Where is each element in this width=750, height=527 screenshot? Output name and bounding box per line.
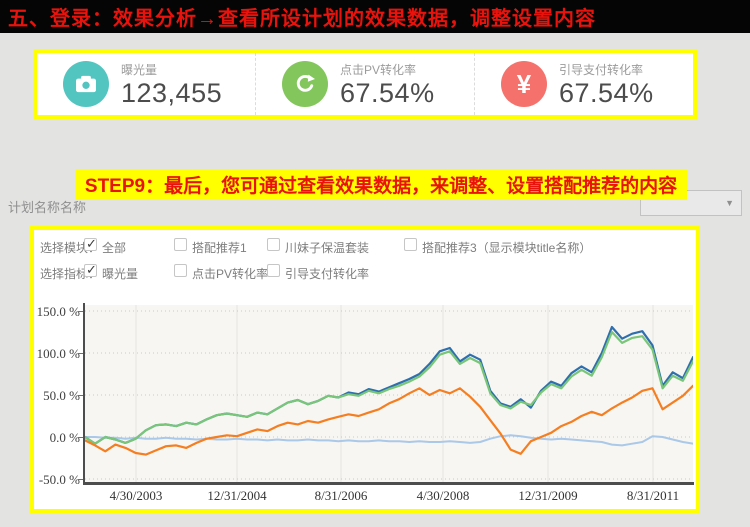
checkbox-clickpv[interactable]: [174, 264, 187, 277]
y-tick: 50.0 %: [43, 388, 80, 403]
stat-label: 引导支付转化率: [559, 62, 644, 77]
x-axis-line: [83, 482, 694, 485]
chart-lines-svg: [85, 305, 693, 483]
horizontal-gridlines: [85, 310, 693, 480]
checkbox-exposure-label[interactable]: 曝光量: [102, 267, 139, 281]
stat-label: 曝光量: [121, 62, 158, 77]
y-tick: 150.0 %: [36, 304, 80, 319]
stat-label: 点击PV转化率: [340, 62, 417, 77]
checkbox-clickpv-label[interactable]: 点击PV转化率: [192, 267, 269, 281]
y-tick: -50.0 %: [38, 472, 80, 487]
page-title: 五、登录：效果分析→查看所设计划的效果数据，调整设置内容: [8, 8, 596, 30]
stat-value: 67.54%: [559, 77, 654, 108]
stat-value: 123,455: [121, 77, 223, 108]
x-tick: 8/31/2006: [314, 488, 368, 503]
checkbox-recommend3-label[interactable]: 搭配推荐3（显示模块title名称）: [422, 241, 592, 255]
stat-pay-conversion: ¥ 引导支付转化率 67.54%: [474, 53, 693, 115]
x-tick: 12/31/2009: [518, 488, 578, 503]
plan-name-label: 计划名称名称: [8, 200, 87, 215]
plot-area: [85, 305, 693, 483]
checkbox-exposure[interactable]: [84, 262, 97, 278]
checkbox-recommend3[interactable]: [404, 238, 417, 251]
x-tick: 4/30/2003: [109, 488, 163, 503]
checkbox-all[interactable]: [84, 236, 97, 252]
vertical-gridlines: [135, 305, 654, 483]
step9-banner: STEP9：最后，您可通过查看效果数据，来调整、设置搭配推荐的内容: [75, 169, 687, 200]
x-tick: 4/30/2008: [416, 488, 470, 503]
camera-icon: [63, 61, 109, 107]
step9-banner-text: STEP9：最后，您可通过查看效果数据，来调整、设置搭配推荐的内容: [84, 176, 678, 197]
checkbox-recommend1-label[interactable]: 搭配推荐1: [192, 241, 247, 255]
checkbox-pay[interactable]: [267, 264, 280, 277]
stats-panel: 曝光量 123,455 点击PV转化率 67.54% ¥ 引导支付转化率 67.…: [33, 49, 697, 119]
chart-panel: 选择模块： 全部 搭配推荐1 川妹子保温套装 搭配推荐3（显示模块title名称…: [30, 226, 700, 513]
checkbox-pay-label[interactable]: 引导支付转化率: [285, 267, 370, 281]
chevron-down-icon: ▼: [725, 198, 734, 208]
chart-line-flat-lightblue: [85, 434, 693, 447]
y-tick: 100.0 %: [36, 346, 80, 361]
y-tick: 0.0 %: [49, 430, 80, 445]
checkbox-suit[interactable]: [267, 238, 280, 251]
checkbox-recommend1[interactable]: [174, 238, 187, 251]
chart-line-green: [85, 330, 693, 445]
yen-icon: ¥: [501, 61, 547, 107]
x-tick: 12/31/2004: [207, 488, 267, 503]
stat-click-pv: 点击PV转化率 67.54%: [255, 53, 474, 115]
y-axis-line: [83, 303, 85, 485]
stat-exposure: 曝光量 123,455: [37, 53, 255, 115]
checkbox-suit-label[interactable]: 川妹子保温套装: [285, 241, 370, 255]
refresh-icon: [282, 61, 328, 107]
header-bar: 五、登录：效果分析→查看所设计划的效果数据，调整设置内容: [0, 0, 750, 33]
stat-value: 67.54%: [340, 77, 435, 108]
x-tick: 8/31/2011: [626, 488, 680, 503]
checkbox-all-label[interactable]: 全部: [102, 241, 127, 255]
chart-line-orange: [85, 384, 693, 456]
